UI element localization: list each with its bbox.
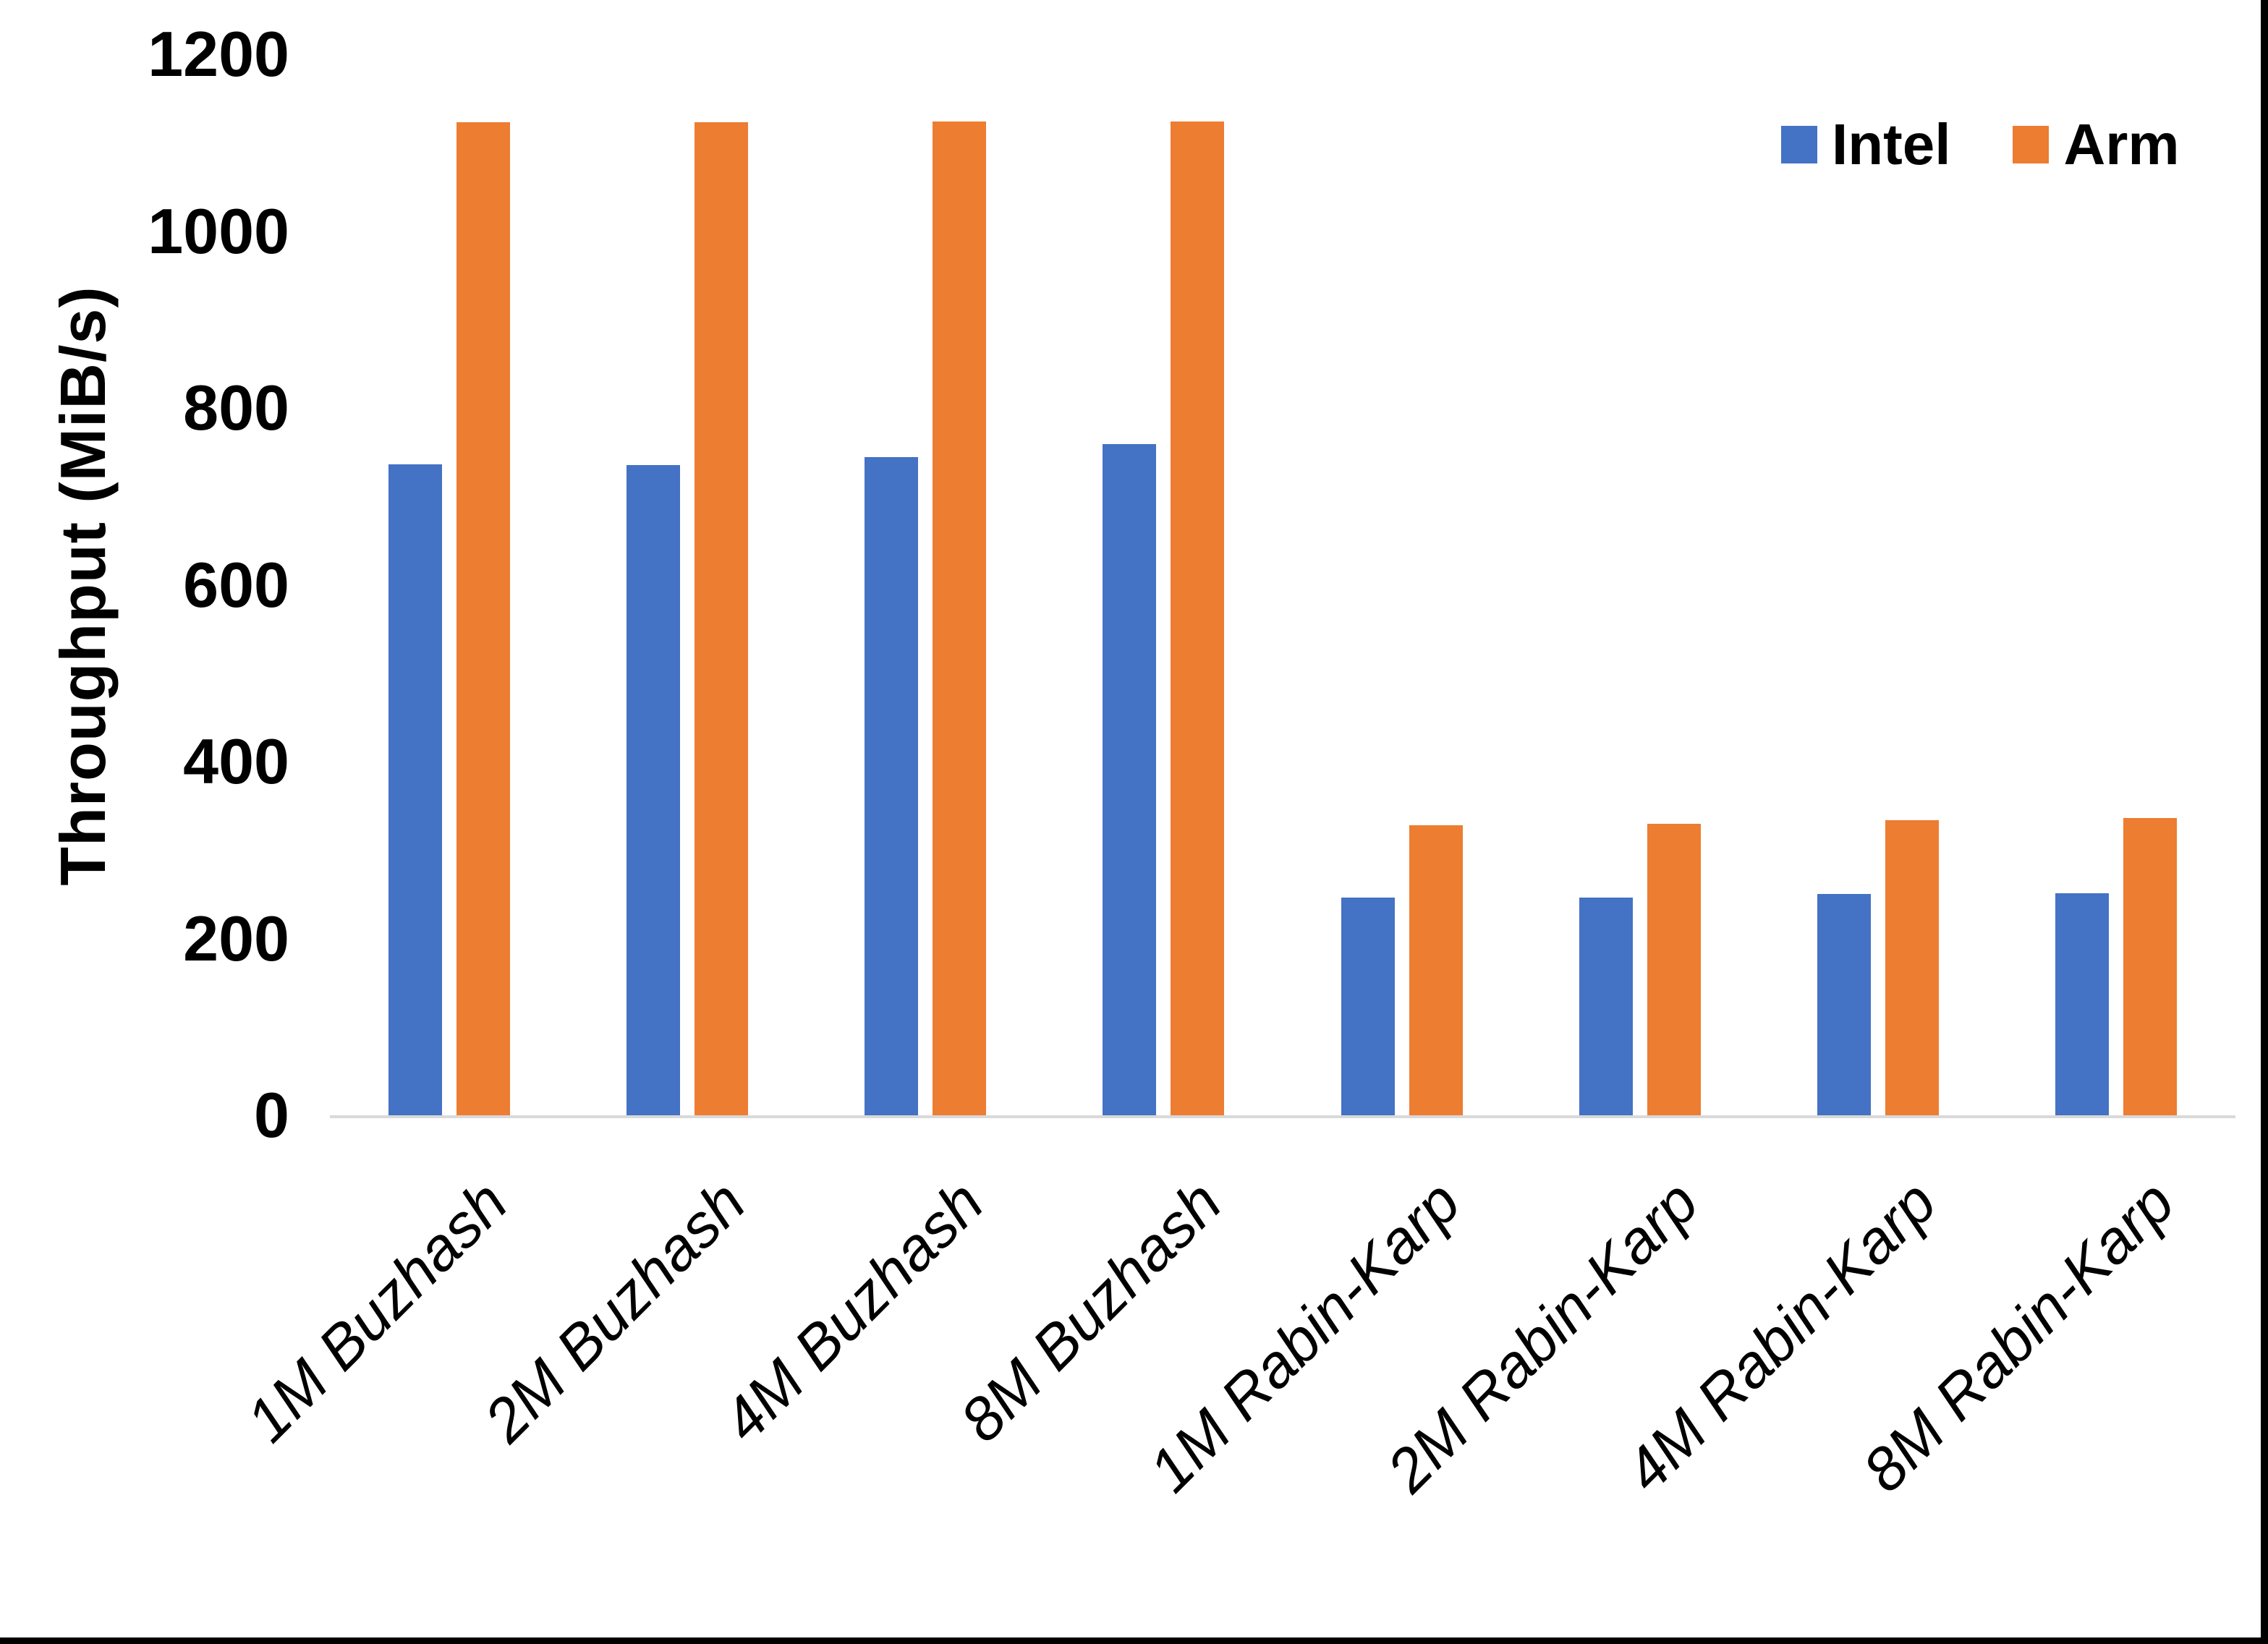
arm-bar-4m-rabin-karp	[1885, 819, 1940, 1115]
y-tick-label-0: 0	[254, 1079, 289, 1151]
y-tick-label-600: 600	[183, 548, 289, 621]
y-tick-label-1000: 1000	[148, 195, 289, 267]
page-right-border	[2261, 0, 2268, 1644]
arm-color-swatch-icon	[2013, 126, 2050, 163]
arm-bar-4m-buzhash	[933, 121, 987, 1115]
legend: Intel Arm	[1781, 116, 2180, 174]
arm-bar-8m-buzhash	[1171, 121, 1225, 1115]
intel-bar-4m-rabin-karp	[1817, 894, 1872, 1115]
legend-item-arm: Arm	[2013, 112, 2180, 176]
arm-bar-1m-rabin-karp	[1409, 825, 1463, 1115]
intel-bar-1m-buzhash	[388, 464, 442, 1115]
intel-bar-1m-rabin-karp	[1341, 898, 1395, 1115]
intel-bar-2m-rabin-karp	[1579, 898, 1633, 1115]
y-tick-label-400: 400	[183, 725, 289, 797]
intel-bar-8m-buzhash	[1103, 444, 1157, 1115]
x-axis-line	[330, 1115, 2235, 1118]
intel-color-swatch-icon	[1781, 126, 1817, 163]
page-bottom-border	[0, 1637, 2268, 1644]
intel-bar-8m-rabin-karp	[2055, 893, 2110, 1115]
y-tick-label-800: 800	[183, 372, 289, 443]
legend-label-arm: Arm	[2063, 112, 2180, 176]
intel-bar-4m-buzhash	[865, 457, 919, 1115]
y-tick-label-200: 200	[183, 902, 289, 974]
legend-item-intel: Intel	[1781, 116, 1950, 174]
y-tick-label-1200: 1200	[148, 18, 289, 90]
arm-bar-1m-buzhash	[456, 122, 510, 1115]
legend-label-intel: Intel	[1832, 112, 1951, 176]
arm-bar-2m-buzhash	[694, 122, 748, 1115]
arm-bar-8m-rabin-karp	[2123, 818, 2178, 1115]
arm-bar-2m-rabin-karp	[1647, 823, 1701, 1115]
intel-bar-2m-buzhash	[626, 465, 680, 1115]
